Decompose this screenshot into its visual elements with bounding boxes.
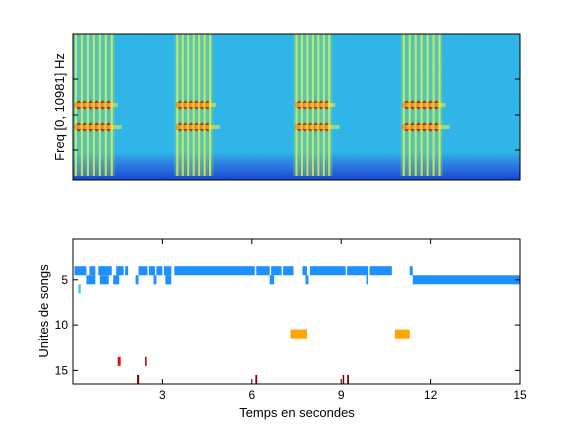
- unit-segment: [117, 356, 121, 366]
- unit-segment: [347, 374, 349, 384]
- unit-series: [74, 266, 413, 276]
- unit-series: [137, 374, 349, 384]
- unit-segment: [347, 266, 369, 276]
- x-tick-label: 15: [513, 388, 527, 402]
- unit-series: [145, 356, 147, 366]
- unit-series: [86, 275, 520, 285]
- unit-segment: [366, 275, 369, 285]
- x-tick-label: 12: [424, 388, 438, 402]
- unit-segment: [153, 275, 157, 285]
- unit-series: [78, 284, 81, 294]
- burst-harmonic: [177, 125, 221, 129]
- unit-segment: [125, 266, 129, 276]
- unit-segment: [165, 275, 172, 285]
- unit-segment: [369, 266, 392, 276]
- units-xlabel: Temps en secondes: [239, 405, 355, 420]
- units-ticks: 3 6 9 12 15 5 10 15: [55, 239, 527, 402]
- unit-segment: [138, 266, 148, 276]
- unit-segment: [145, 356, 147, 366]
- unit-segment: [290, 329, 307, 339]
- burst-harmonic: [296, 103, 336, 107]
- x-tick-label: 6: [248, 388, 255, 402]
- spectrogram-burst: [73, 34, 122, 176]
- unit-segment: [283, 266, 294, 276]
- units-ylabel: Unites de songs: [36, 264, 51, 358]
- unit-segment: [116, 266, 124, 276]
- unit-series: [290, 329, 410, 339]
- unit-segment: [174, 266, 255, 276]
- spectrogram-panel: Freq [0, 10981] Hz: [52, 33, 521, 181]
- unit-segment: [113, 275, 120, 285]
- y-tick-label: 10: [55, 318, 69, 332]
- units-axes-background: [73, 239, 520, 384]
- burst-harmonic: [75, 103, 118, 107]
- unit-segment: [309, 266, 346, 276]
- unit-segment: [305, 275, 309, 285]
- unit-segment: [86, 275, 96, 285]
- spectrogram-burst: [174, 34, 221, 176]
- unit-segment: [412, 275, 520, 285]
- x-tick-label: 9: [338, 388, 345, 402]
- x-tick-label: 3: [159, 388, 166, 402]
- spectrogram-ticks: [73, 78, 520, 151]
- burst-harmonic: [403, 125, 450, 129]
- unit-series: [117, 356, 121, 366]
- unit-segment: [74, 266, 87, 276]
- unit-segment: [255, 374, 258, 384]
- unit-segment: [409, 266, 413, 276]
- unit-segment: [302, 266, 307, 276]
- burst-harmonic: [403, 103, 446, 107]
- unit-segment: [135, 275, 139, 285]
- y-tick-label: 5: [61, 273, 68, 287]
- unit-segment: [78, 284, 81, 294]
- spectrogram-burst: [293, 34, 340, 176]
- spectrogram-bursts: [73, 34, 450, 176]
- units-axes-box: [72, 238, 521, 385]
- unit-segment: [271, 266, 282, 276]
- unit-segment: [269, 275, 275, 285]
- y-tick-label: 15: [55, 363, 69, 377]
- unit-segment: [256, 266, 270, 276]
- unit-marks: [74, 266, 520, 384]
- unit-segment: [148, 266, 155, 276]
- unit-segment: [163, 266, 172, 276]
- unit-segment: [98, 266, 112, 276]
- unit-segment: [156, 266, 163, 276]
- spectrogram-axes-box: [72, 33, 521, 181]
- unit-segment: [394, 329, 410, 339]
- burst-harmonic: [296, 125, 340, 129]
- unit-segment: [89, 266, 96, 276]
- spectrogram-burst: [400, 34, 450, 176]
- spectrogram-ylabel: Freq [0, 10981] Hz: [52, 53, 67, 161]
- burst-harmonic: [177, 103, 217, 107]
- units-panel: 3 6 9 12 15 5 10 15 Temps en secondes Unites de…: [36, 238, 527, 420]
- unit-segment: [137, 374, 140, 384]
- unit-segment: [99, 275, 109, 285]
- unit-segment: [342, 374, 345, 384]
- burst-harmonic: [75, 125, 122, 129]
